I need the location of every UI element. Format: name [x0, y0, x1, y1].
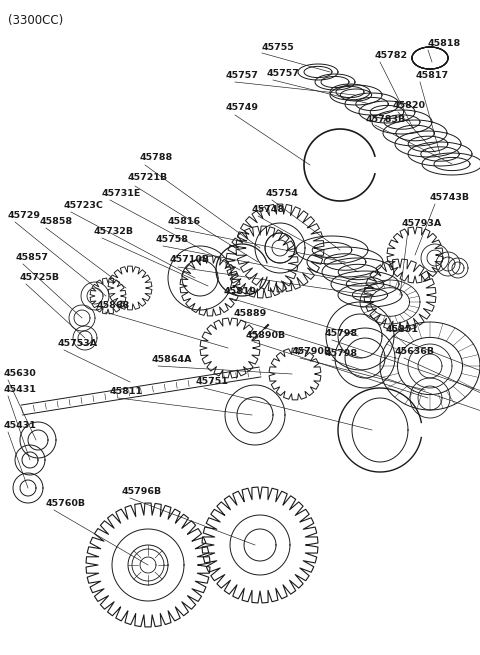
Text: 45868: 45868 — [97, 301, 130, 310]
Text: 45798: 45798 — [325, 350, 358, 358]
Text: 45753A: 45753A — [58, 339, 98, 348]
Text: 45748: 45748 — [252, 206, 285, 214]
Text: 45851: 45851 — [386, 326, 419, 335]
Text: 45723C: 45723C — [64, 202, 104, 210]
Text: 45783B: 45783B — [366, 115, 406, 124]
Text: 45732B: 45732B — [94, 227, 134, 236]
Text: 45858: 45858 — [40, 217, 73, 227]
Text: (3300CC): (3300CC) — [8, 14, 63, 27]
Text: 45721B: 45721B — [128, 174, 168, 183]
Text: 45431: 45431 — [4, 422, 37, 430]
Text: 45754: 45754 — [266, 189, 299, 198]
Text: 45431: 45431 — [4, 386, 37, 394]
Text: 45793A: 45793A — [402, 219, 442, 229]
Text: 45743B: 45743B — [430, 193, 470, 202]
Text: 45818: 45818 — [428, 39, 461, 48]
Text: 45751: 45751 — [196, 377, 229, 386]
Text: 45798: 45798 — [325, 329, 358, 339]
Text: 45788: 45788 — [140, 153, 173, 162]
Text: 45749: 45749 — [226, 103, 259, 113]
Text: 45760B: 45760B — [46, 500, 86, 508]
Text: 45817: 45817 — [416, 71, 449, 81]
Text: 45755: 45755 — [262, 43, 295, 52]
Text: 45782: 45782 — [375, 52, 408, 60]
Text: 45790B: 45790B — [292, 348, 332, 356]
Text: 45729: 45729 — [8, 210, 41, 219]
Text: 45889: 45889 — [234, 310, 267, 318]
Text: 45890B: 45890B — [246, 331, 286, 341]
Text: 45710B: 45710B — [170, 255, 210, 265]
Text: 45725B: 45725B — [20, 274, 60, 282]
Text: 45757: 45757 — [267, 69, 300, 79]
Text: 45636B: 45636B — [395, 348, 435, 356]
Text: 45820: 45820 — [393, 102, 426, 111]
Text: 45816: 45816 — [168, 217, 201, 227]
Text: 45757: 45757 — [226, 71, 259, 81]
Text: 45630: 45630 — [4, 369, 37, 379]
Text: 45864A: 45864A — [152, 356, 192, 364]
Text: 45731E: 45731E — [102, 189, 142, 198]
Text: 45811: 45811 — [110, 388, 143, 396]
Text: 45758: 45758 — [156, 236, 189, 244]
Text: 45857: 45857 — [16, 253, 49, 263]
Text: 45796B: 45796B — [122, 487, 162, 496]
Text: 45819: 45819 — [224, 288, 257, 297]
